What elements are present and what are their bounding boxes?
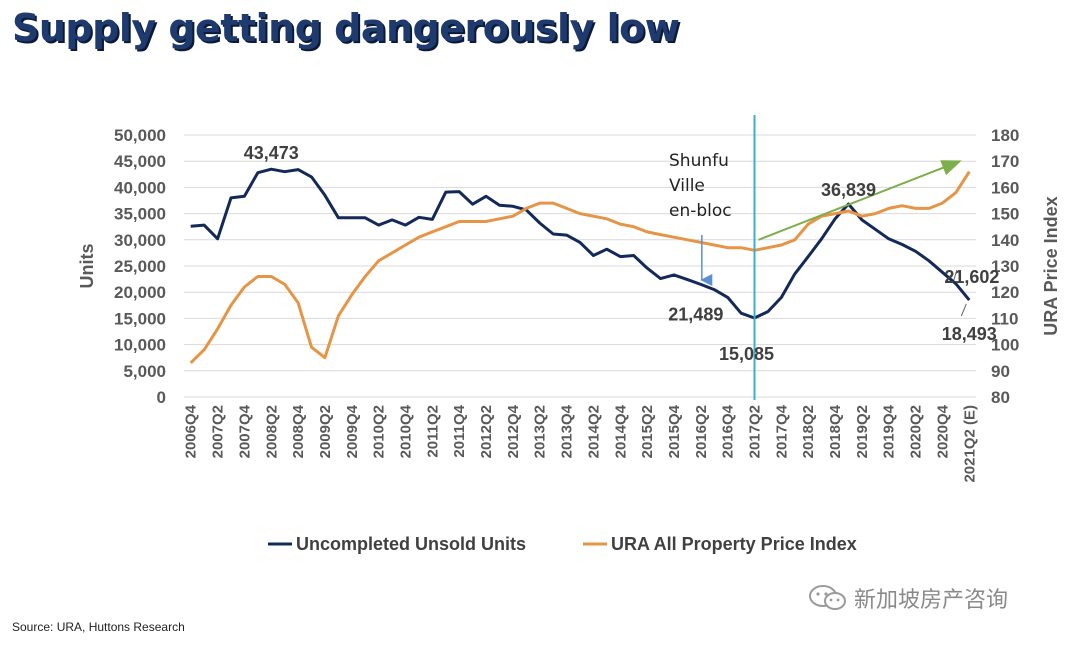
x-tick-label: 2014Q2 [585,405,602,458]
left-tick-label: 20,000 [114,283,166,302]
trend-arrow [758,160,962,241]
x-tick-label: 2016Q4 [720,404,737,458]
x-tick-label: 2015Q4 [666,404,683,458]
x-tick-label: 2013Q2 [532,405,549,458]
right-tick-label: 80 [991,388,1010,407]
source-note: Source: URA, Huttons Research [12,620,185,634]
watermark-text: 新加坡房产咨询 [854,588,1009,613]
x-tick-label: 2018Q2 [800,405,817,458]
leader-line [953,269,958,281]
data-label: 15,085 [719,344,774,364]
right-tick-label: 120 [991,283,1019,302]
data-label: 18,493 [942,324,997,344]
x-tick-label: 2010Q4 [397,404,414,458]
x-tick-label: 2013Q4 [559,404,576,458]
left-tick-label: 40,000 [114,178,166,197]
right-axis-label: URA Price Index [1041,196,1061,335]
left-tick-label: 10,000 [114,336,166,355]
x-tick-label: 2012Q4 [505,404,522,458]
x-tick-label: 2011Q2 [424,405,441,458]
x-tick-label: 2017Q2 [747,405,764,458]
x-tick-label: 2008Q2 [263,405,280,458]
leader-line [960,303,967,317]
trend-arrow-line [758,160,962,241]
data-label: 21,602 [944,267,999,287]
x-tick-label: 2016Q2 [693,405,710,458]
legend-label-ppi: URA All Property Price Index [611,534,857,554]
legend: Uncompleted Unsold Units URA All Propert… [268,534,857,554]
x-tick-label: 2007Q4 [236,404,253,458]
x-tick-label: 2020Q4 [934,404,951,458]
left-tick-label: 0 [157,388,166,407]
x-tick-label: 2009Q2 [317,405,334,458]
left-tick-label: 45,000 [114,152,166,171]
gridlines [184,134,976,398]
data-label: 43,473 [244,143,299,163]
series-ura-price-index [189,170,971,364]
right-tick-label: 170 [991,152,1019,171]
watermark: 新加坡房产咨询 [808,582,1008,614]
legend-label-units: Uncompleted Unsold Units [296,534,526,554]
x-tick-label: 2018Q4 [827,404,844,458]
chart-title: Supply getting dangerously low [12,6,680,50]
x-tick-label: 2014Q4 [612,404,629,458]
x-tick-label: 2019Q2 [854,405,871,458]
x-tick-label: 2008Q4 [290,404,307,458]
right-tick-label: 90 [991,362,1010,381]
right-tick-label: 180 [991,126,1019,145]
event-label-line: en-bloc [669,201,732,221]
x-tick-label: 2010Q2 [371,405,388,458]
x-tick-label: 2017Q4 [773,404,790,458]
x-tick-label: 2021Q2 (E) [961,405,978,483]
right-tick-label: 140 [991,231,1019,250]
x-tick-label: 2009Q4 [344,404,361,458]
left-tick-label: 30,000 [114,231,166,250]
right-tick-label: 130 [991,257,1019,276]
x-tick-label: 2012Q2 [478,405,495,458]
wechat-icon [809,585,846,610]
x-tick-label: 2007Q2 [210,405,227,458]
left-tick-label: 25,000 [114,257,166,276]
x-tick-label: 2011Q4 [451,404,468,457]
event-label-line: Shunfu [669,151,729,171]
left-tick-label: 15,000 [114,309,166,328]
data-annotations: 43,473 21,489 15,085 36,839 21,602 18,493 [244,143,1000,364]
right-tick-label: 150 [991,205,1019,224]
right-tick-label: 110 [991,309,1018,328]
x-tick-label: 2006Q4 [183,404,200,458]
right-tick-label: 160 [991,178,1019,197]
left-tick-label: 35,000 [114,205,166,224]
left-axis-label: Units [77,244,97,289]
right-tick-label: 100 [991,336,1019,355]
right-axis-ticks: 80 90 100 110 120 130 140 150 160 170 180 [991,126,1019,407]
x-tick-label: 2015Q2 [639,405,656,458]
x-tick-label: 2020Q2 [908,405,925,458]
left-tick-label: 5,000 [123,362,166,381]
x-tick-label: 2019Q4 [881,404,898,458]
left-axis-ticks: 0 5,000 10,000 15,000 20,000 25,000 30,000 35,0… [114,126,166,407]
data-label: 36,839 [821,180,876,200]
left-tick-label: 50,000 [114,126,166,145]
event-label-line: Ville [669,176,705,196]
event-marker: Shunfu Ville en-bloc [669,115,756,400]
data-label: 21,489 [668,304,723,324]
x-axis-ticks: 2006Q4 2007Q2 2007Q4 2008Q2 2008Q4 2009Q2 2009… [183,404,979,482]
series-lines [189,167,971,364]
